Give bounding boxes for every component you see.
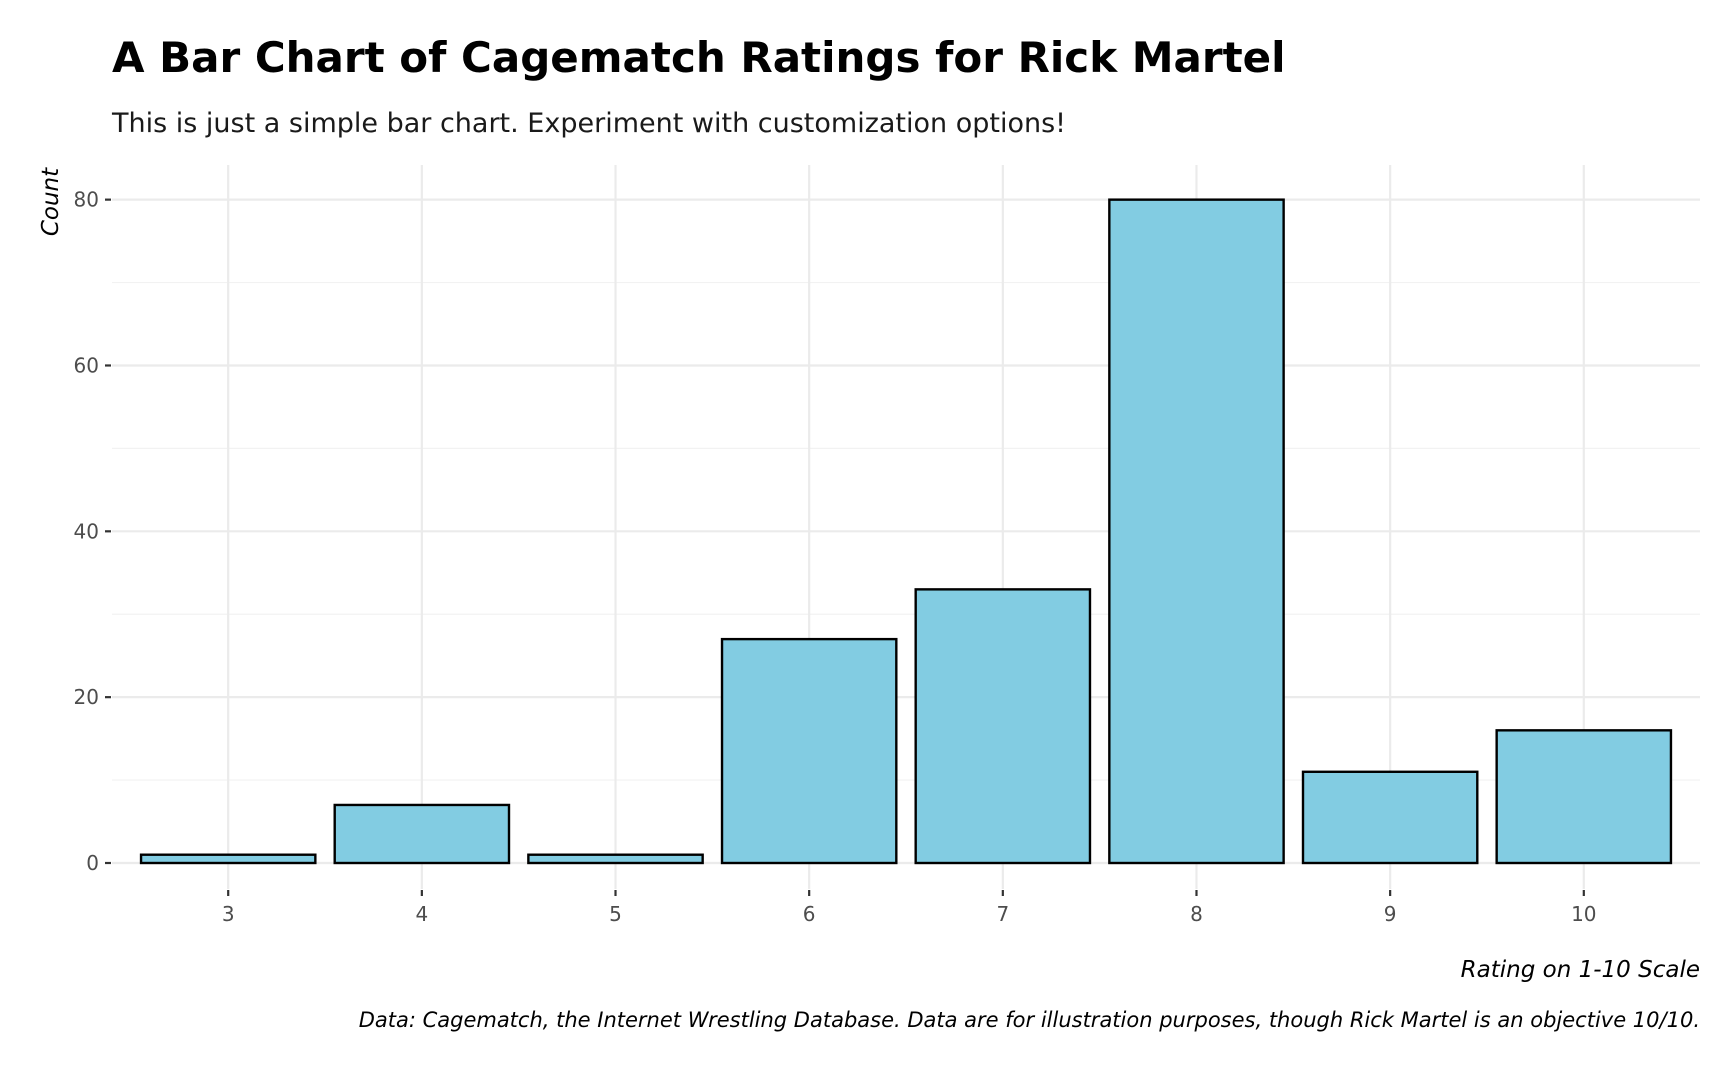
bar-rating-9 [1301,770,1479,865]
bar-rating-8 [1108,198,1285,865]
bar-rating-7 [914,588,1092,865]
chart-subtitle: This is just a simple bar chart. Experim… [111,108,1066,139]
x-tick-label: 10 [1571,902,1596,926]
y-axis: 0 20 40 60 80 [74,188,111,875]
x-tick-label: 9 [1384,902,1397,926]
x-tick-label: 6 [803,902,816,926]
y-tick-label: 60 [74,353,99,377]
bar-rating-6 [720,637,898,865]
x-tick-label: 8 [1190,902,1203,926]
chart-title: A Bar Chart of Cagematch Ratings for Ric… [112,33,1286,82]
x-tick-label: 5 [609,902,622,926]
x-axis-title: Rating on 1-10 Scale [1461,957,1700,983]
x-axis: 3 4 5 6 7 8 9 10 [222,890,1597,926]
bar-rating-4 [333,803,511,865]
bar-rating-3 [139,853,317,865]
bars [139,198,1673,865]
y-tick-label: 40 [74,519,99,543]
x-tick-label: 3 [222,902,235,926]
y-axis-title: Count [38,167,64,236]
bar-rating-10 [1495,729,1673,865]
chart-caption: Data: Cagematch, the Internet Wrestling … [359,1008,1700,1032]
y-tick-label: 20 [74,685,99,709]
y-tick-label: 0 [86,851,99,875]
bar-rating-5 [527,853,704,865]
y-tick-label: 80 [74,188,99,212]
x-tick-label: 4 [415,902,428,926]
x-tick-label: 7 [996,902,1009,926]
